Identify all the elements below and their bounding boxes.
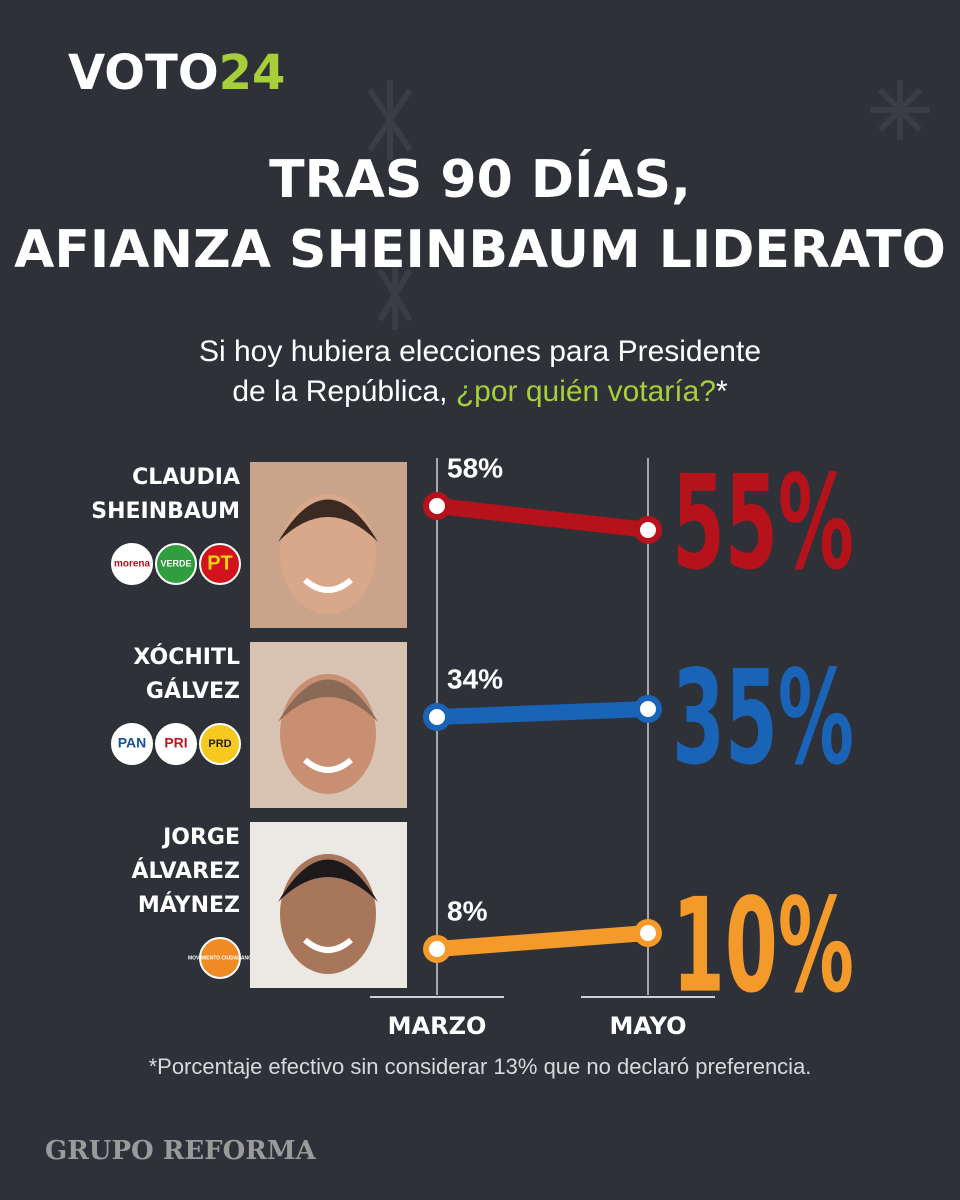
decoration: [367, 80, 930, 330]
party-logo: [111, 723, 153, 765]
party-name: MOVIMIENTO CIUDADANO: [188, 955, 252, 961]
candidate-name: MÁYNEZ: [138, 892, 240, 918]
party-name: PT: [207, 552, 233, 574]
x-tick-label: MARZO: [388, 1012, 487, 1040]
title-line: AFIANZA SHEINBAUM LIDERATO: [14, 220, 946, 280]
photo-face: [280, 674, 376, 794]
party-logo: [111, 543, 153, 585]
data-point: [423, 492, 451, 520]
party-name: PRD: [208, 738, 231, 750]
candidate-name: ÁLVAREZ: [132, 858, 241, 884]
subtitle: de la República, ¿por quién votaría?*: [232, 375, 728, 408]
value-label-large: 10%: [672, 870, 854, 1022]
footnote: *Porcentaje efectivo sin considerar 13% …: [149, 1054, 812, 1079]
candidate-name: CLAUDIA: [132, 465, 240, 490]
party-logo: [155, 543, 197, 585]
party-logo: [199, 937, 241, 979]
data-point: [423, 703, 451, 731]
value-label: 58%: [447, 452, 503, 483]
photo-hair: [278, 679, 378, 722]
x-tick-label: MAYO: [609, 1012, 686, 1040]
party-logo: [155, 723, 197, 765]
subtitle: Si hoy hubiera elecciones para President…: [199, 335, 761, 368]
slope-line: [429, 701, 656, 725]
photo-hair: [278, 859, 378, 902]
data-point: [634, 516, 662, 544]
subtitle-highlight: ¿por quién votaría?: [456, 375, 716, 408]
party-name: PRI: [164, 735, 187, 751]
value-label: 34%: [447, 663, 503, 694]
photo-smile: [303, 937, 353, 953]
subtitle-part: de la República,: [232, 375, 455, 408]
data-point: [423, 935, 451, 963]
photo-hair: [278, 499, 378, 542]
slope-line: [429, 925, 656, 957]
data-point: [634, 919, 662, 947]
candidate-name: XÓCHITL: [133, 644, 240, 670]
party-logo: [199, 543, 241, 585]
brand-logo: VOTO24: [68, 45, 285, 101]
photo-smile: [303, 757, 353, 773]
title-line: TRAS 90 DÍAS,: [269, 149, 691, 210]
photo-face: [280, 854, 376, 974]
party-name: VERDE: [160, 558, 191, 568]
data-point: [634, 695, 662, 723]
value-label: 8%: [447, 895, 488, 926]
slope-line: [429, 498, 656, 538]
value-label-large: 55%: [672, 447, 854, 599]
photo-smile: [303, 577, 353, 593]
party-name: morena: [114, 559, 151, 570]
photo-face: [280, 494, 376, 614]
candidate-name: JORGE: [161, 825, 240, 850]
candidate-name: SHEINBAUM: [91, 499, 240, 524]
party-name: PAN: [118, 735, 147, 751]
candidate-name: GÁLVEZ: [146, 678, 240, 704]
value-label-large: 35%: [672, 642, 854, 794]
subtitle-part: *: [716, 375, 728, 408]
party-logo: [199, 723, 241, 765]
publisher: GRUPO REFORMA: [45, 1136, 317, 1166]
